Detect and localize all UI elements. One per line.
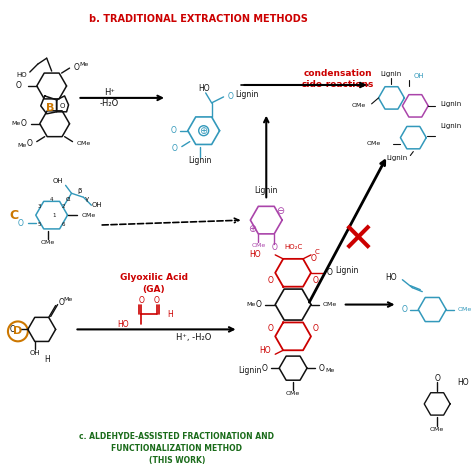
Text: HO₂C: HO₂C	[285, 244, 303, 250]
Text: 6: 6	[62, 221, 65, 227]
Text: c. ALDEHYDE-ASSISTED FRACTIONATION AND: c. ALDEHYDE-ASSISTED FRACTIONATION AND	[79, 432, 274, 441]
Text: Me: Me	[18, 143, 27, 148]
Text: OMe: OMe	[82, 213, 96, 218]
Text: γ: γ	[85, 196, 90, 202]
Text: ✕: ✕	[340, 219, 375, 261]
Text: β: β	[77, 188, 82, 194]
Text: O: O	[21, 119, 27, 128]
Text: O: O	[18, 219, 24, 228]
Text: HO: HO	[260, 346, 271, 355]
Text: OMe: OMe	[430, 427, 444, 432]
Text: H: H	[167, 310, 173, 319]
Text: ⊕: ⊕	[248, 224, 256, 234]
Text: HO: HO	[16, 72, 27, 78]
Text: Lignin: Lignin	[440, 101, 461, 107]
Text: 5: 5	[38, 221, 42, 227]
Text: D: D	[13, 327, 22, 337]
Text: Lignin: Lignin	[440, 123, 461, 129]
Text: 1: 1	[52, 213, 55, 218]
Text: O: O	[311, 255, 317, 264]
Text: Lignin: Lignin	[387, 155, 408, 161]
Text: Lignin: Lignin	[381, 71, 402, 77]
Text: O: O	[73, 63, 80, 72]
Text: Lignin: Lignin	[238, 365, 261, 374]
Text: OMe: OMe	[366, 141, 381, 146]
Text: B: B	[46, 103, 55, 113]
Text: OMe: OMe	[323, 302, 337, 307]
Text: O: O	[261, 364, 267, 373]
Text: O: O	[27, 139, 33, 148]
Text: O: O	[138, 296, 144, 305]
Text: O: O	[327, 268, 333, 277]
Text: H: H	[44, 355, 50, 364]
Text: Me: Me	[325, 368, 334, 373]
Text: 4: 4	[50, 197, 54, 202]
Text: OH: OH	[91, 202, 102, 208]
Text: HO: HO	[118, 320, 129, 329]
Text: O: O	[60, 103, 65, 109]
Text: b. TRADITIONAL EXTRACTION METHODS: b. TRADITIONAL EXTRACTION METHODS	[89, 14, 308, 25]
Text: O: O	[267, 324, 273, 333]
Text: OMe: OMe	[351, 103, 365, 109]
Text: 2: 2	[62, 204, 65, 209]
Text: (THIS WORK): (THIS WORK)	[149, 456, 205, 465]
Text: O: O	[401, 305, 407, 314]
Text: OMe: OMe	[286, 392, 300, 396]
Text: O: O	[267, 276, 273, 285]
Text: -H₂O: -H₂O	[100, 100, 119, 109]
Text: C: C	[315, 249, 319, 255]
Text: OH: OH	[413, 73, 424, 79]
Text: OMe: OMe	[251, 244, 265, 248]
Text: ⊖: ⊖	[276, 206, 284, 216]
Text: OH: OH	[29, 350, 40, 356]
Text: OMe: OMe	[458, 307, 472, 312]
Text: C: C	[9, 209, 18, 222]
Text: Glyoxilic Acid: Glyoxilic Acid	[120, 273, 188, 282]
Text: ⊕: ⊕	[200, 126, 208, 136]
Text: (GA): (GA)	[143, 285, 165, 294]
Text: H⁺, -H₂O: H⁺, -H₂O	[176, 333, 211, 342]
Text: O: O	[16, 82, 22, 91]
Text: OMe: OMe	[76, 141, 91, 146]
Text: condensation
side-reactions: condensation side-reactions	[301, 69, 374, 89]
Text: H⁺: H⁺	[104, 89, 115, 98]
Text: Me: Me	[80, 62, 89, 67]
Text: O: O	[59, 298, 64, 307]
Text: HO: HO	[250, 250, 261, 259]
Text: Me: Me	[64, 297, 73, 302]
Text: O: O	[255, 300, 261, 309]
Text: O: O	[228, 92, 233, 101]
Text: Lignin: Lignin	[335, 266, 358, 275]
Text: O: O	[313, 324, 319, 333]
Text: HO: HO	[385, 273, 396, 282]
Text: O: O	[313, 276, 319, 285]
Text: HO: HO	[457, 378, 469, 387]
Text: OH: OH	[53, 178, 64, 184]
Text: O: O	[154, 296, 160, 305]
Text: Me: Me	[12, 121, 21, 126]
Text: Me: Me	[246, 302, 255, 307]
Text: O: O	[171, 126, 177, 135]
Text: O: O	[172, 144, 178, 153]
Text: O: O	[434, 374, 440, 383]
Text: Lignin: Lignin	[236, 91, 259, 100]
Text: Lignin: Lignin	[188, 156, 211, 165]
Text: Lignin: Lignin	[255, 186, 278, 195]
Text: O: O	[271, 244, 277, 253]
Text: HO: HO	[198, 84, 210, 93]
Text: FUNCTIONALIZATION METHOD: FUNCTIONALIZATION METHOD	[111, 444, 242, 453]
Text: α: α	[65, 196, 70, 202]
Text: O: O	[319, 364, 325, 373]
Text: OMe: OMe	[41, 240, 55, 246]
Text: 3: 3	[38, 204, 42, 209]
Text: O: O	[10, 325, 16, 334]
